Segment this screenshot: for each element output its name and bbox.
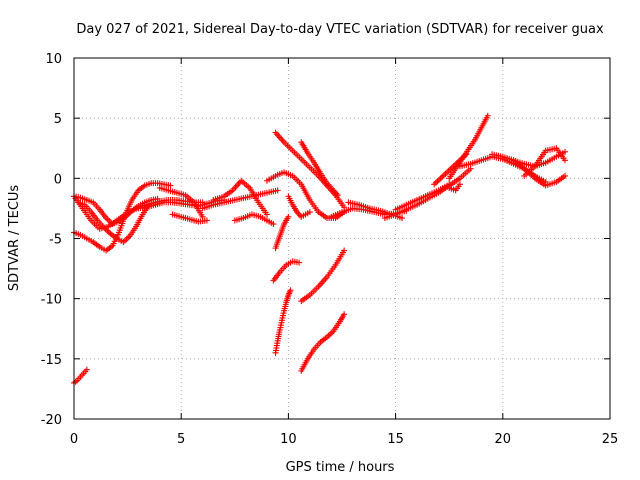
y-tick-label: 5: [54, 112, 62, 127]
y-tick-label: 10: [45, 52, 62, 67]
x-tick-label: 20: [495, 432, 512, 447]
series-sat-ac: [521, 145, 568, 179]
y-tick-label: 0: [54, 172, 62, 187]
series-sat-d: [75, 199, 153, 246]
data-point: [296, 259, 303, 266]
y-tick-label: -10: [41, 293, 62, 308]
series-sat-j: [231, 211, 277, 228]
y-tick-label: -15: [41, 353, 62, 368]
data-point: [287, 287, 294, 294]
data-point: [561, 172, 568, 179]
series-sat-h: [199, 187, 281, 212]
data-point: [306, 209, 313, 216]
y-axis-label: SDTVAR / TECUs: [7, 185, 22, 292]
x-tick-labels: 0 5 10 15 20 25: [70, 432, 618, 447]
data-point: [274, 187, 281, 194]
data-point: [341, 311, 348, 318]
series-sat-ab: [510, 157, 568, 189]
series-sat-ae: [71, 366, 90, 386]
series-sat-n: [285, 193, 313, 220]
grid-lines: [74, 58, 610, 419]
data-point: [456, 181, 463, 188]
data-point: [334, 192, 341, 199]
series-sat-q: [272, 287, 294, 356]
x-tick-label: 5: [177, 432, 185, 447]
x-tick-label: 15: [387, 432, 404, 447]
data-point: [270, 221, 277, 228]
data-point: [83, 366, 90, 373]
x-axis-label: GPS time / hours: [286, 460, 395, 475]
data-point: [484, 112, 491, 119]
data-point: [263, 211, 270, 218]
data-point: [561, 148, 568, 155]
series-sat-k: [263, 169, 348, 222]
series-sat-f: [156, 184, 206, 220]
data-points: [71, 112, 568, 386]
series-sat-s: [298, 311, 348, 374]
data-point: [341, 247, 348, 254]
series-sat-a: [71, 180, 174, 254]
series-sat-w: [392, 181, 453, 213]
data-point: [203, 217, 210, 224]
data-point: [463, 151, 470, 158]
series-sat-i: [210, 177, 270, 218]
series-sat-r: [298, 247, 348, 305]
x-tick-label: 25: [602, 432, 619, 447]
x-tick-label: 0: [70, 432, 78, 447]
data-point: [561, 157, 568, 164]
series-sat-p: [270, 258, 303, 284]
chart-title: Day 027 of 2021, Sidereal Day-to-day VTE…: [76, 22, 604, 37]
data-point: [167, 182, 174, 189]
series-sat-ad: [446, 181, 463, 194]
y-tick-labels: -20 -15 -10 -5 0 5 10: [41, 52, 62, 428]
series-sat-y: [431, 151, 470, 188]
y-tick-label: -5: [49, 233, 62, 248]
series-sat-m: [298, 139, 341, 199]
data-point: [285, 213, 292, 220]
series-sat-o: [272, 213, 292, 252]
plot-frame: [73, 57, 611, 420]
data-point: [399, 215, 406, 222]
series-sat-g: [169, 211, 210, 225]
data-point: [154, 195, 161, 202]
x-tick-label: 10: [280, 432, 297, 447]
y-tick-label: -20: [41, 413, 62, 428]
